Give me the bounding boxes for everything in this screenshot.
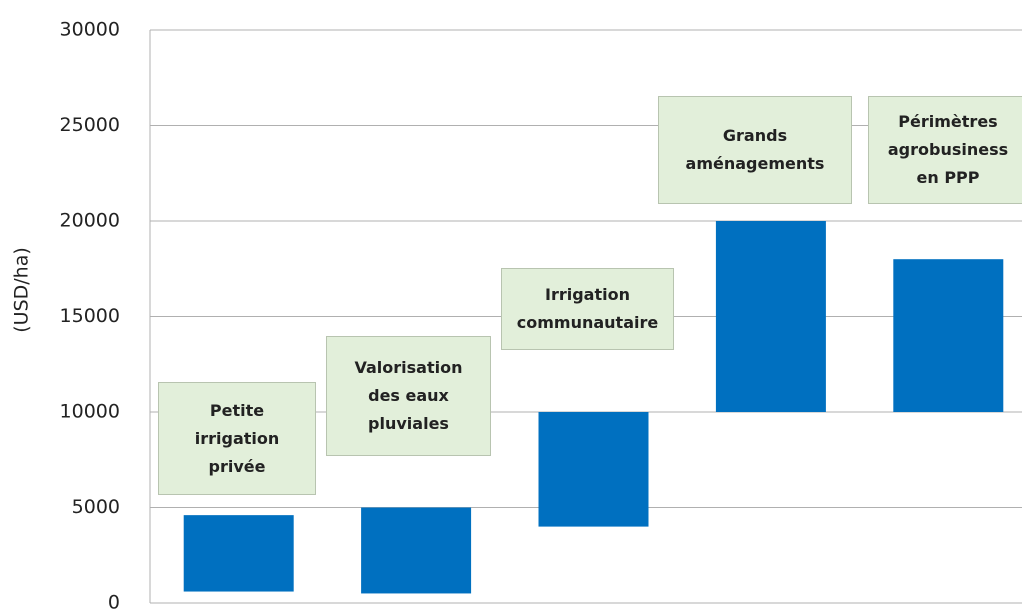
y-tick-label: 10000 bbox=[60, 401, 120, 423]
category-text: Valorisation des eaux pluviales bbox=[354, 358, 463, 433]
y-tick-label: 30000 bbox=[60, 19, 120, 41]
y-tick-label: 20000 bbox=[60, 210, 120, 232]
category-label: Valorisation des eaux pluviales bbox=[326, 336, 491, 456]
category-text: Petite irrigation privée bbox=[194, 400, 280, 476]
y-tick-label: 5000 bbox=[72, 496, 120, 518]
category-label: Petite irrigation privée bbox=[158, 382, 316, 495]
y-tick-label: 0 bbox=[108, 592, 120, 611]
category-text: Irrigation communautaire bbox=[516, 285, 659, 332]
y-axis-label: (USD/ha) bbox=[11, 247, 33, 333]
y-tick-label: 15000 bbox=[60, 305, 120, 327]
bar bbox=[893, 259, 1004, 412]
bar bbox=[361, 507, 472, 594]
category-text: Grands aménagements bbox=[685, 126, 825, 173]
bar bbox=[183, 515, 294, 592]
category-label: Périmètres agrobusiness en PPP bbox=[868, 96, 1022, 204]
bar bbox=[538, 412, 649, 527]
category-label: Grands aménagements bbox=[658, 96, 852, 204]
y-tick-label: 25000 bbox=[60, 114, 120, 136]
category-text: Périmètres agrobusiness en PPP bbox=[887, 112, 1009, 187]
bar bbox=[715, 221, 826, 412]
category-label: Irrigation communautaire bbox=[501, 268, 674, 350]
